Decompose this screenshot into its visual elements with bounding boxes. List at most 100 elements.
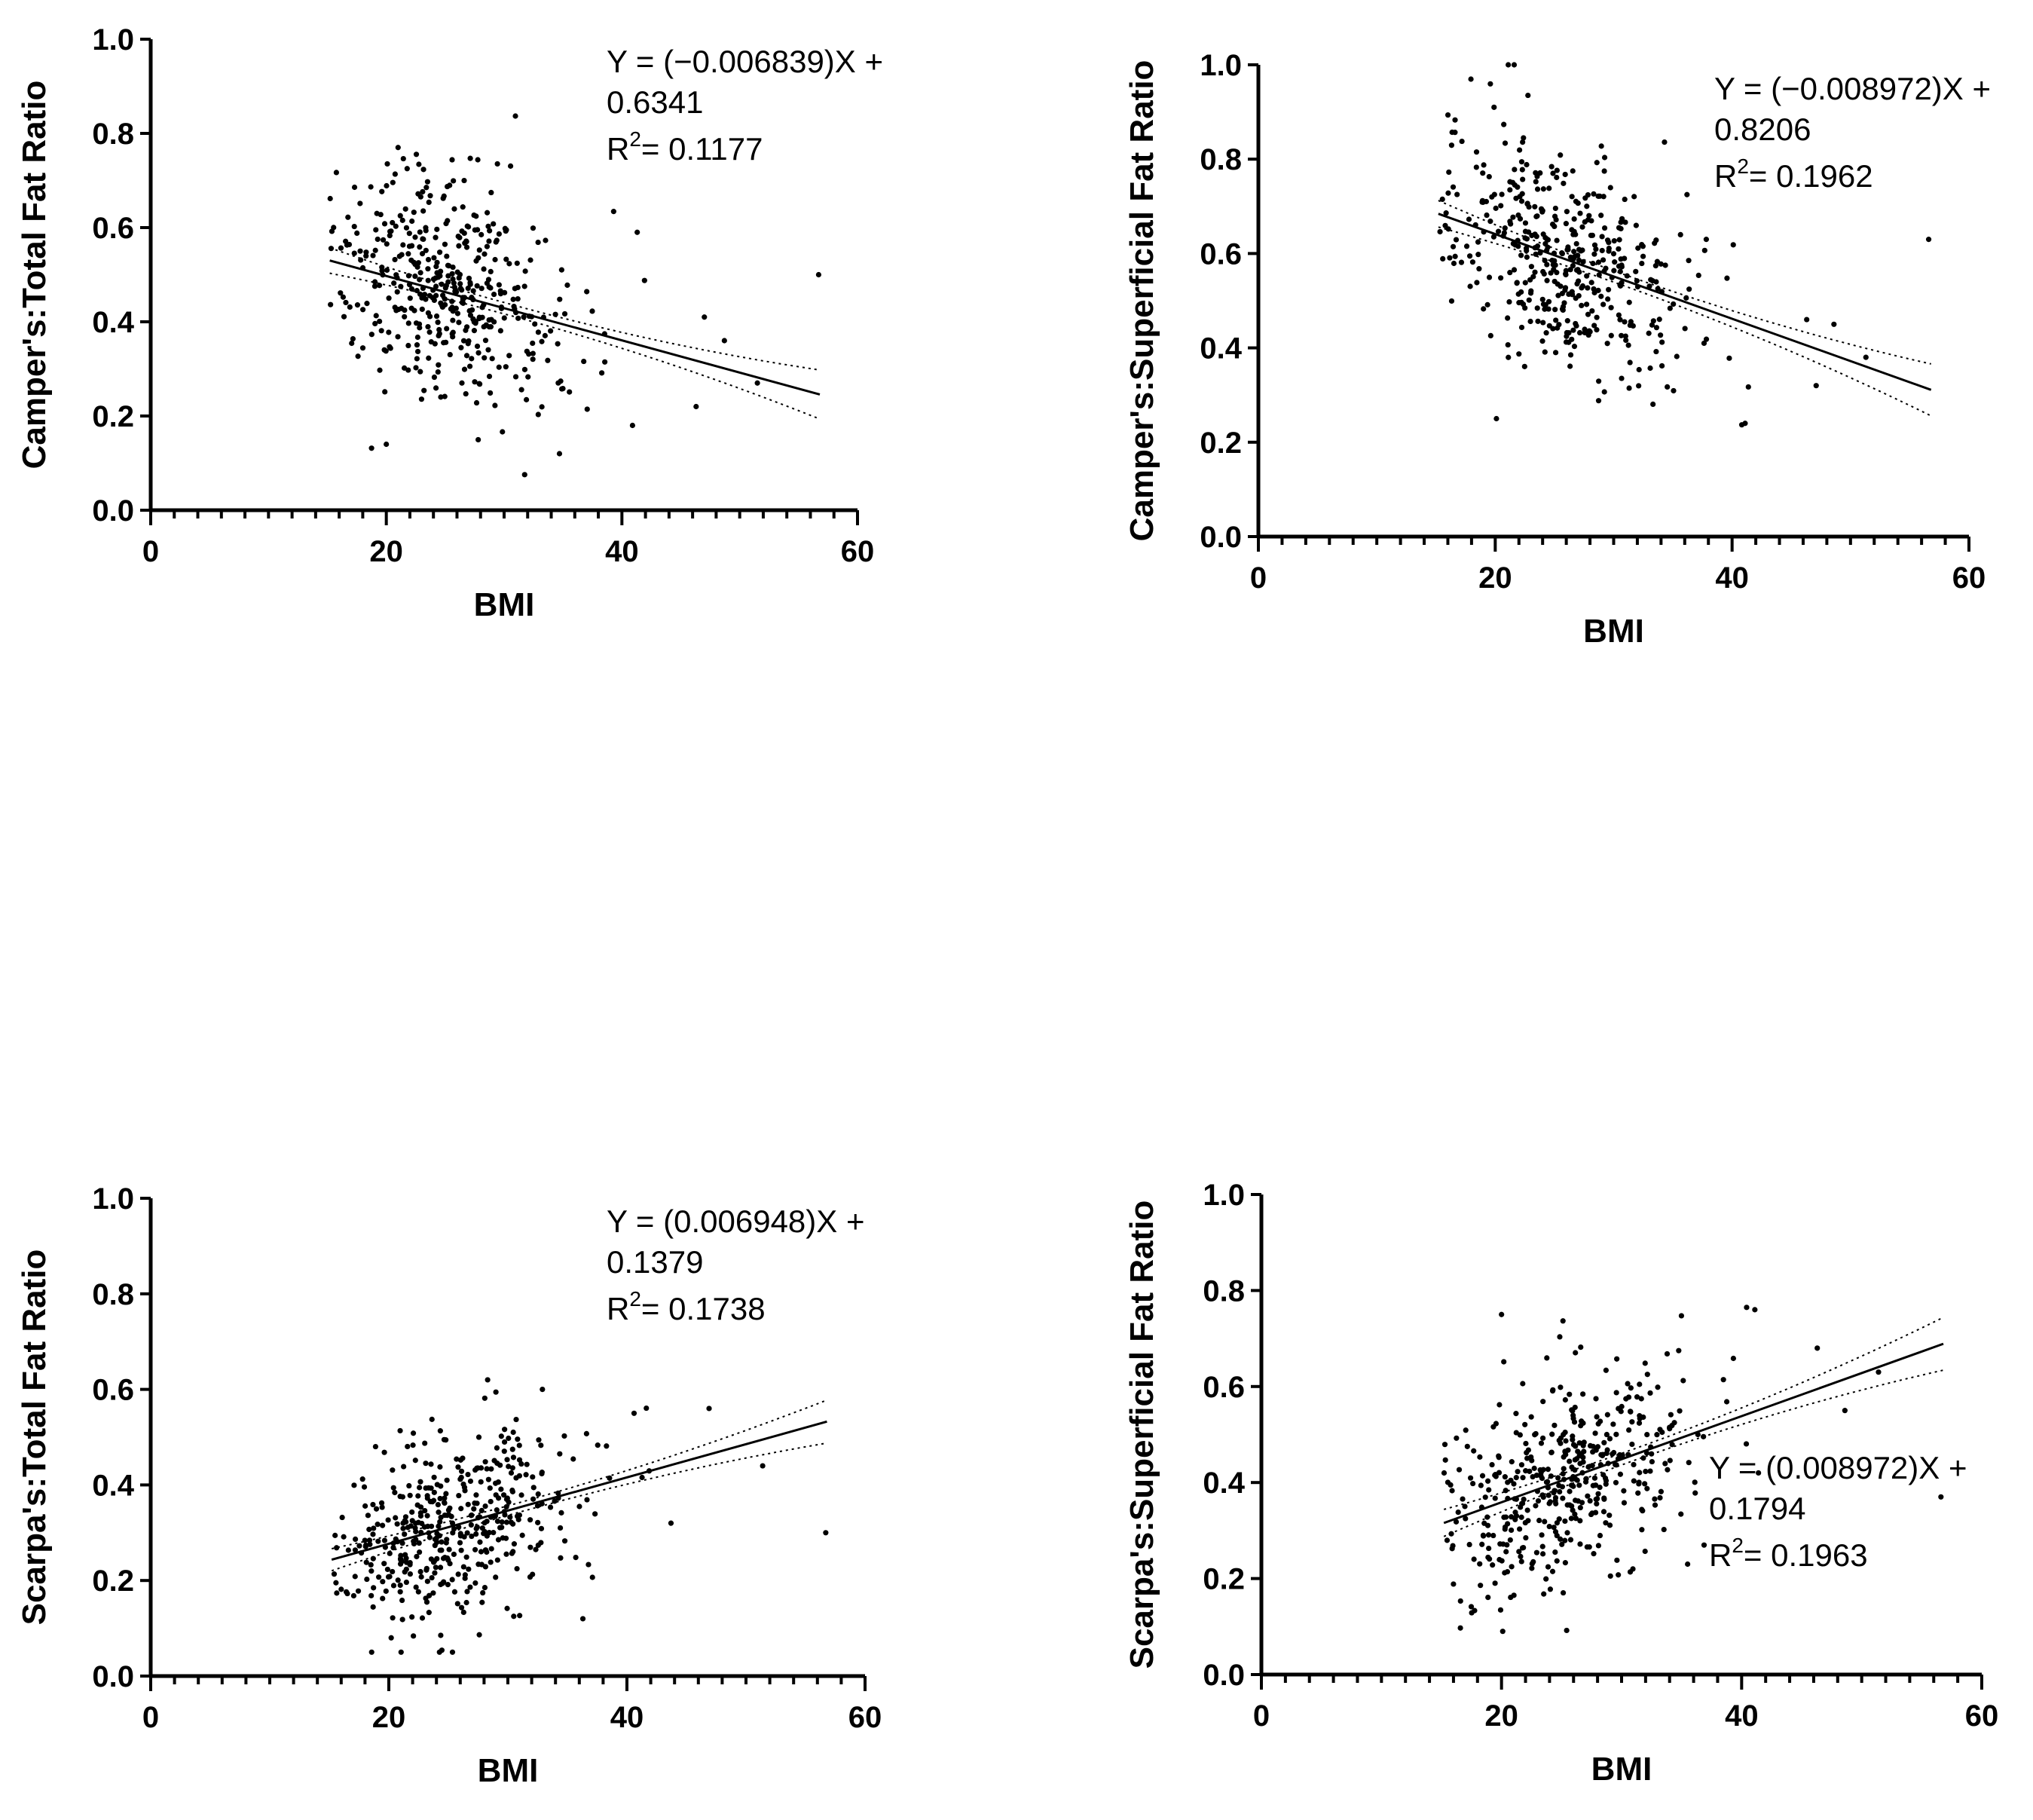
data-point xyxy=(503,364,509,370)
data-point xyxy=(351,184,358,191)
data-point xyxy=(1445,190,1451,196)
data-point xyxy=(466,1566,472,1572)
data-point xyxy=(1625,342,1631,348)
data-point xyxy=(1522,1421,1528,1427)
data-point xyxy=(424,179,431,185)
data-point xyxy=(1560,1589,1567,1596)
data-point xyxy=(1593,1396,1599,1402)
r-squared-prefix: R xyxy=(607,1291,629,1326)
data-point xyxy=(334,1590,340,1596)
data-point xyxy=(1701,340,1707,347)
data-point xyxy=(1600,257,1607,263)
data-point xyxy=(384,161,390,167)
data-point xyxy=(392,304,398,310)
data-point xyxy=(1571,344,1578,350)
data-point xyxy=(1524,161,1530,168)
data-point xyxy=(1571,216,1577,222)
data-point xyxy=(327,195,333,202)
data-point xyxy=(1570,327,1576,333)
data-point xyxy=(408,305,414,311)
data-point xyxy=(1485,1532,1492,1538)
data-point xyxy=(1622,333,1628,339)
data-point xyxy=(444,1537,450,1543)
data-point xyxy=(467,1584,473,1590)
data-point xyxy=(1441,1470,1448,1476)
data-point xyxy=(1591,323,1597,329)
data-point xyxy=(1570,1507,1576,1513)
data-point xyxy=(1597,1418,1603,1424)
data-point xyxy=(1519,1545,1526,1551)
data-point xyxy=(1530,274,1536,280)
data-point xyxy=(366,1526,372,1532)
data-point xyxy=(381,1449,387,1455)
data-point xyxy=(1621,1500,1628,1506)
data-point xyxy=(475,157,481,163)
data-point xyxy=(437,1519,443,1525)
data-point xyxy=(445,273,451,279)
data-point xyxy=(379,188,385,194)
data-point xyxy=(1616,246,1622,252)
data-point xyxy=(1588,232,1594,238)
data-point xyxy=(1692,1490,1698,1496)
data-point xyxy=(1634,278,1640,284)
data-point xyxy=(552,311,558,317)
data-point xyxy=(378,1500,385,1506)
data-point xyxy=(634,229,640,235)
data-point xyxy=(1744,1305,1750,1311)
data-point xyxy=(530,340,536,347)
data-point xyxy=(391,280,397,286)
data-point xyxy=(1565,1447,1571,1453)
data-point xyxy=(1545,1564,1552,1570)
data-point xyxy=(539,1470,545,1476)
r-squared-label: R2= 0.1177 xyxy=(607,127,763,167)
data-point xyxy=(434,270,440,276)
data-point xyxy=(1513,1513,1520,1519)
data-point xyxy=(1677,231,1683,238)
x-axis-title: BMI xyxy=(478,1752,539,1789)
data-point xyxy=(445,279,451,285)
data-point xyxy=(423,185,430,191)
data-point xyxy=(515,1436,521,1442)
data-point xyxy=(476,316,482,322)
data-point xyxy=(693,403,699,410)
data-point xyxy=(1532,203,1538,210)
data-point xyxy=(484,243,491,249)
data-point xyxy=(1522,280,1528,286)
data-point xyxy=(371,283,378,289)
data-point xyxy=(1518,1553,1524,1559)
data-point xyxy=(398,1557,404,1563)
data-point xyxy=(417,229,423,235)
data-point xyxy=(1745,384,1751,390)
data-point xyxy=(411,259,417,265)
data-point xyxy=(1686,1460,1692,1466)
data-point xyxy=(1601,1439,1607,1445)
data-point xyxy=(1455,1510,1461,1516)
data-point xyxy=(1450,184,1457,190)
data-point xyxy=(1637,1413,1643,1419)
data-point xyxy=(530,350,536,356)
data-point xyxy=(1576,292,1582,299)
data-point xyxy=(1570,1436,1576,1442)
data-point xyxy=(420,236,426,243)
data-point xyxy=(1555,281,1561,287)
regression-line xyxy=(1438,213,1932,391)
data-point xyxy=(1543,330,1549,336)
data-point xyxy=(1723,1399,1730,1405)
data-point xyxy=(1554,174,1560,181)
data-point xyxy=(1604,341,1610,347)
data-point xyxy=(508,1470,515,1476)
data-point xyxy=(457,234,463,240)
data-point xyxy=(1560,1495,1566,1501)
data-point xyxy=(1669,1442,1675,1448)
data-point xyxy=(1524,1455,1530,1461)
data-point xyxy=(461,366,468,372)
data-point xyxy=(465,1501,471,1507)
y-tick-label: 0.0 xyxy=(92,494,134,528)
data-point xyxy=(1486,1487,1492,1493)
data-point xyxy=(1452,253,1458,259)
x-tick-label: 40 xyxy=(610,1701,644,1734)
data-point xyxy=(641,277,647,283)
data-point xyxy=(1642,1481,1648,1487)
data-point xyxy=(1646,330,1652,336)
data-point xyxy=(370,1604,376,1610)
